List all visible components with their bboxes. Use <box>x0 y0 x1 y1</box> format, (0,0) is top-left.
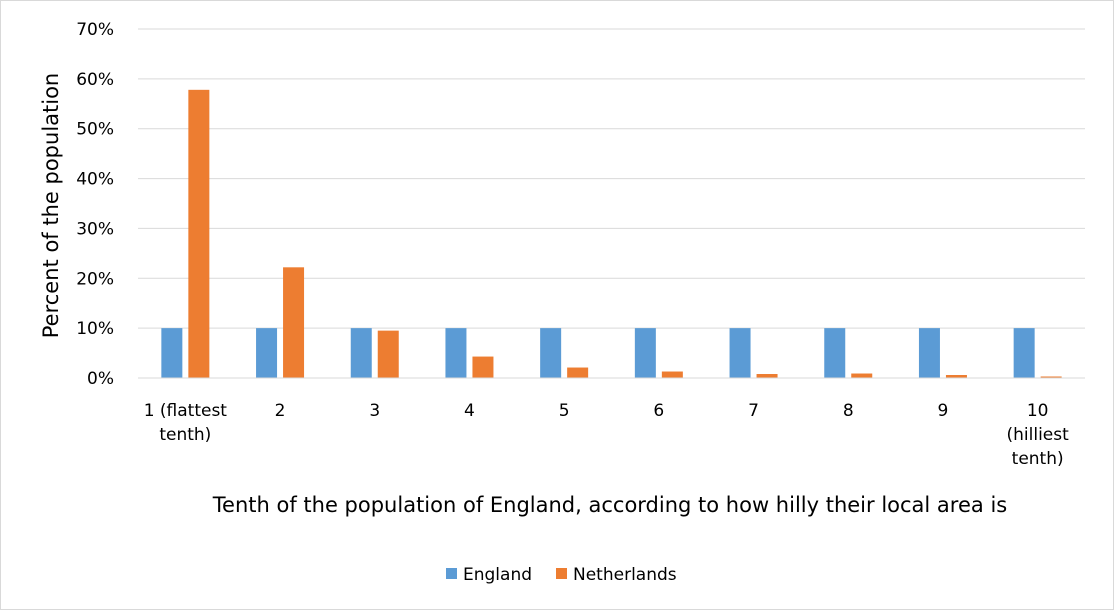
bar-england <box>256 328 278 378</box>
x-tick-label: 7 <box>748 401 759 421</box>
gridlines <box>138 28 1085 329</box>
bars <box>161 89 1062 378</box>
bar-netherlands <box>377 330 399 378</box>
x-tick-label-line: 4 <box>464 401 475 421</box>
bar-england <box>918 328 940 378</box>
bar-netherlands <box>661 371 683 378</box>
x-axis-ticks: 1 (flattest tenth) 2 3 4 5 6 7 8 9 10 (hilliest tent… <box>144 401 1069 469</box>
x-tick-label-line: 2 <box>275 401 286 421</box>
y-axis-ticks: 0% 10% 20% 30% 40% 50% 60% 70% <box>76 20 114 389</box>
x-tick-label-line: 3 <box>369 401 380 421</box>
bar-netherlands <box>283 267 305 378</box>
x-tick-label-line: 7 <box>748 401 759 421</box>
x-tick-label: 8 <box>843 401 854 421</box>
x-tick-label: 1 (flattest tenth) <box>144 401 228 445</box>
y-axis-title: Percent of the population <box>39 73 63 339</box>
y-tick-label: 40% <box>76 170 114 190</box>
x-tick-label-line: 6 <box>653 401 664 421</box>
bar-england <box>350 328 372 378</box>
bar-england <box>634 328 656 378</box>
x-tick-label-line: 10 <box>1027 401 1049 421</box>
bar-netherlands <box>1040 376 1062 378</box>
bar-england <box>161 328 183 378</box>
y-tick-label: 10% <box>76 319 114 339</box>
y-tick-label: 60% <box>76 70 114 90</box>
bar-netherlands <box>851 373 873 378</box>
y-tick-label: 30% <box>76 219 114 239</box>
y-tick-label: 50% <box>76 120 114 140</box>
y-tick-label: 70% <box>76 20 114 40</box>
legend-label-england: England <box>463 565 532 585</box>
x-tick-label-line: 9 <box>938 401 949 421</box>
bar-netherlands <box>472 356 494 378</box>
x-tick-label-line: 8 <box>843 401 854 421</box>
bar-england <box>824 328 846 378</box>
legend: England Netherlands <box>446 565 677 585</box>
bar-england <box>729 328 751 378</box>
x-tick-label-line: tenth) <box>159 425 211 445</box>
x-tick-label-line: 5 <box>559 401 570 421</box>
x-tick-label: 10 (hilliest tenth) <box>1007 401 1070 469</box>
bar-england <box>540 328 562 378</box>
x-tick-label: 2 <box>275 401 286 421</box>
legend-swatch-netherlands <box>556 568 567 579</box>
x-tick-label: 6 <box>653 401 664 421</box>
bar-england <box>1013 328 1035 378</box>
x-tick-label: 4 <box>464 401 475 421</box>
bar-netherlands <box>567 367 589 378</box>
x-tick-label-line: (hilliest <box>1007 425 1070 445</box>
x-tick-label: 5 <box>559 401 570 421</box>
bar-netherlands <box>756 374 778 378</box>
x-tick-label-line: 1 (flattest <box>144 401 228 421</box>
legend-label-netherlands: Netherlands <box>573 565 677 585</box>
legend-swatch-england <box>446 568 457 579</box>
bar-netherlands <box>188 89 210 378</box>
x-tick-label: 9 <box>938 401 949 421</box>
y-tick-label: 0% <box>87 369 114 389</box>
bar-netherlands <box>945 375 967 378</box>
y-tick-label: 20% <box>76 269 114 289</box>
x-tick-label: 3 <box>369 401 380 421</box>
bar-england <box>445 328 467 378</box>
x-axis-title: Tenth of the population of England, acco… <box>212 493 1007 517</box>
x-tick-label-line: tenth) <box>1012 449 1064 469</box>
